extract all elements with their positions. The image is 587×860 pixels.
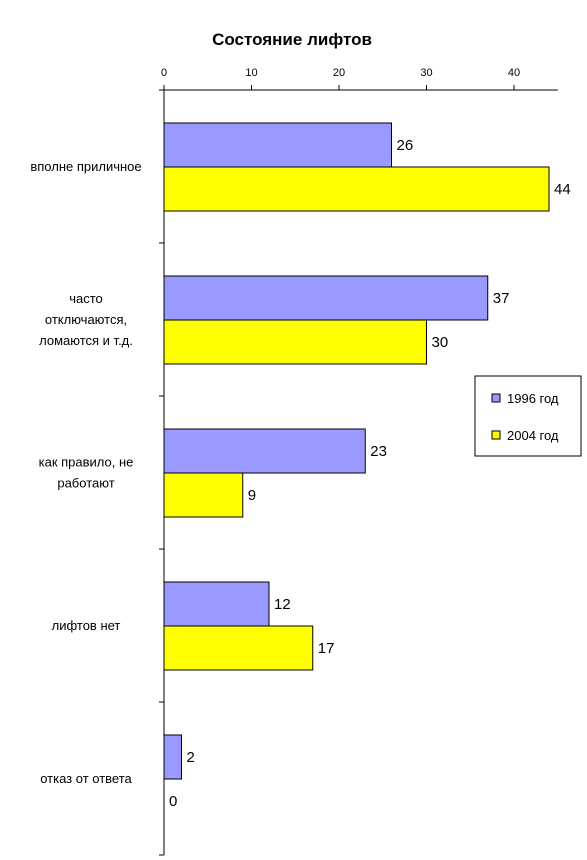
- data-label: 2: [187, 749, 195, 766]
- category-label: вполне приличное: [30, 159, 141, 174]
- data-label: 44: [554, 181, 571, 198]
- chart-title: Состояние лифтов: [212, 30, 372, 49]
- x-tick-label: 30: [420, 67, 432, 79]
- bar-series1: [163, 122, 392, 168]
- category-label: отключаются,: [45, 312, 127, 327]
- legend-swatch: [491, 393, 501, 403]
- bar-series2: [163, 319, 427, 365]
- category-label: лифтов нет: [52, 618, 121, 633]
- legend-swatch: [491, 430, 501, 440]
- data-label: 12: [274, 596, 291, 613]
- category-label: как правило, не: [39, 455, 134, 470]
- category-label: часто: [69, 291, 103, 306]
- category-label: ломаются и т.д.: [39, 333, 133, 348]
- bar-series1: [163, 428, 366, 474]
- x-tick-label: 40: [508, 67, 520, 79]
- bars-group: 26 44 37 30 23 9 12 17 2 0: [163, 122, 571, 810]
- x-tick-label: 0: [161, 67, 167, 79]
- data-label: 37: [493, 290, 510, 307]
- axis-group: 0 10 20 30 40: [159, 67, 558, 856]
- legend-box: [474, 375, 582, 457]
- data-label: 26: [397, 137, 414, 154]
- data-label: 0: [169, 793, 177, 810]
- data-label: 9: [248, 487, 256, 504]
- legend: 1996 год 2004 год: [474, 375, 582, 457]
- data-label: 23: [370, 443, 387, 460]
- legend-label: 2004 год: [507, 428, 559, 443]
- category-labels: вполне приличное часто отключаются, ломаютс…: [30, 159, 141, 786]
- x-tick-label: 20: [333, 67, 345, 79]
- data-label: 17: [318, 640, 335, 657]
- legend-label: 1996 год: [507, 391, 559, 406]
- data-label: 30: [432, 334, 449, 351]
- bar-series1: [163, 734, 182, 780]
- category-label: работают: [57, 476, 114, 491]
- bar-series1: [163, 581, 270, 627]
- bar-series1: [163, 275, 489, 321]
- bar-series2: [163, 472, 244, 518]
- bar-series2: [163, 625, 314, 671]
- x-tick-label: 10: [245, 67, 257, 79]
- category-label: отказ от ответа: [40, 771, 132, 786]
- bar-series2: [163, 166, 550, 212]
